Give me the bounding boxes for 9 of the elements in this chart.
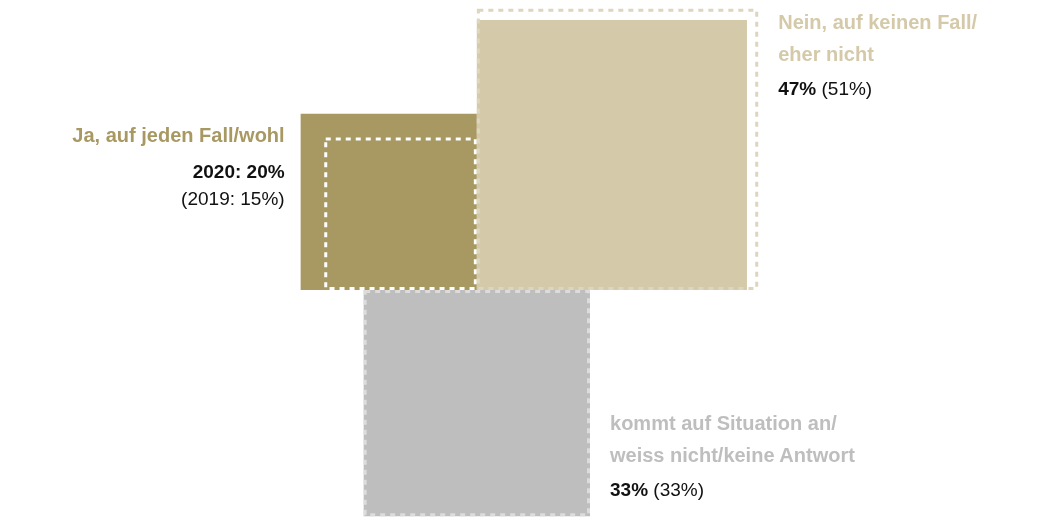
category-label: Ja, auf jeden Fall/wohl [72, 123, 285, 146]
data-label: (51%) [821, 77, 873, 99]
data-label: 47% [778, 77, 817, 99]
data-label: (33%) [653, 479, 704, 501]
category-label: Nein, auf keinen Fall/eher nicht [778, 10, 978, 65]
data-label: 33% [610, 479, 649, 501]
category-label: kommt auf Situation an/weiss nicht/keine Antwort [609, 412, 856, 467]
data-label: (2019: 15%) [181, 187, 285, 209]
data-label: 2020: 20% [192, 160, 285, 182]
